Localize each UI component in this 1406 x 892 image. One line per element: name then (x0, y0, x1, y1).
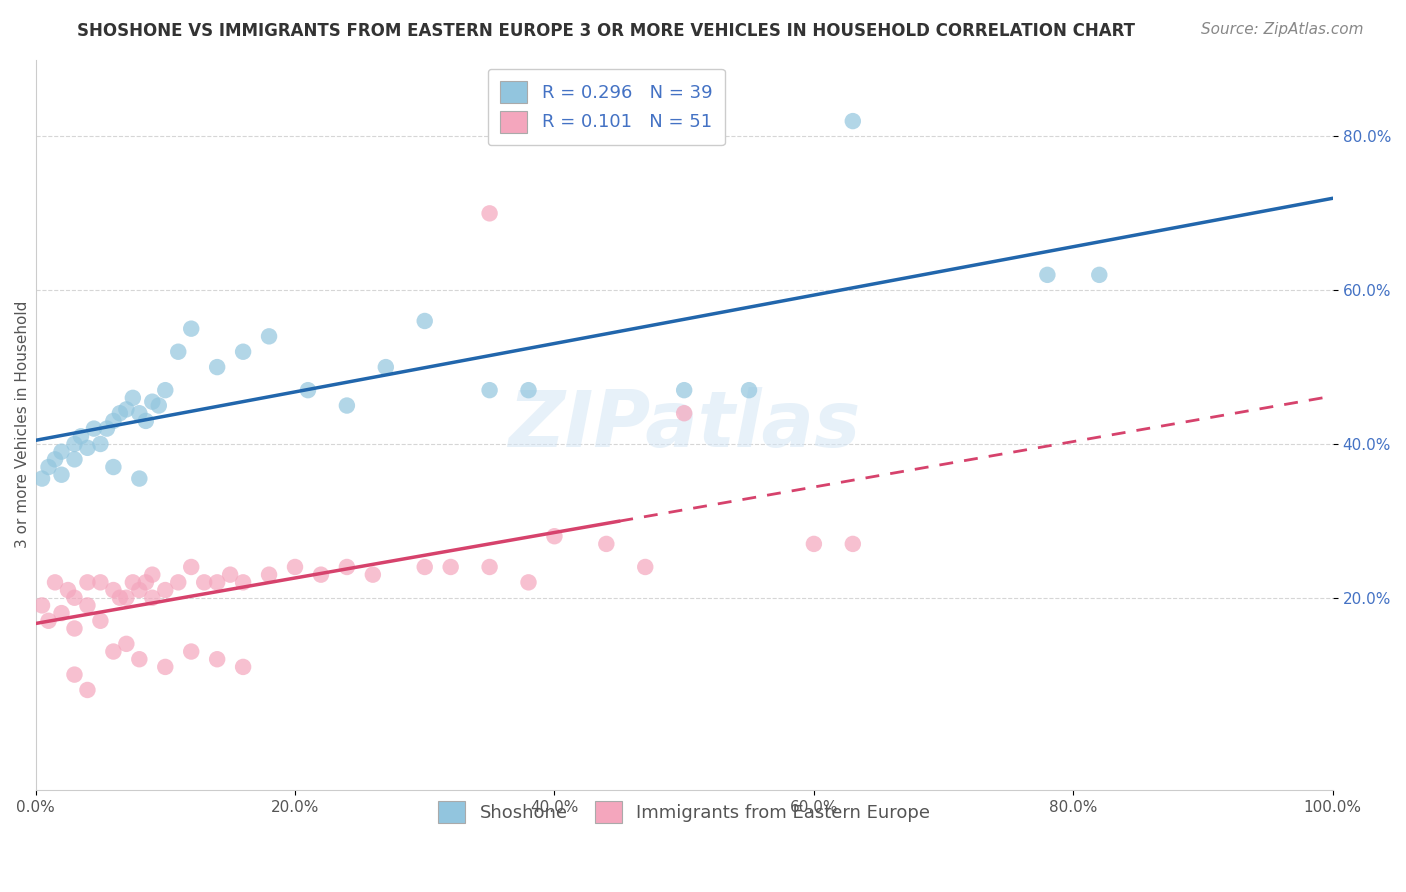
Point (76, 575, 98, 590)
Point (361, 567, 384, 582)
Point (257, 329, 280, 343)
Point (478, 206, 501, 220)
Legend: Shoshone, Immigrants from Eastern Europe: Shoshone, Immigrants from Eastern Europe (426, 789, 943, 836)
Point (135, 575, 157, 590)
Point (595, 537, 617, 551)
Point (673, 406, 696, 420)
Point (155, 383, 177, 397)
Point (517, 383, 540, 397)
Point (148, 399, 170, 413)
Point (128, 472, 150, 486)
Point (108, 406, 131, 420)
Point (135, 414, 157, 428)
Point (44, 452, 66, 467)
Text: SHOSHONE VS IMMIGRANTS FROM EASTERN EUROPE 3 OR MORE VEHICLES IN HOUSEHOLD CORRE: SHOSHONE VS IMMIGRANTS FROM EASTERN EURO… (77, 22, 1135, 40)
Y-axis label: 3 or more Vehicles in Household: 3 or more Vehicles in Household (15, 301, 30, 549)
Point (180, 644, 202, 658)
Point (128, 582, 150, 597)
Point (89, 437, 111, 451)
Point (51, 444, 73, 458)
Point (634, 560, 657, 574)
Point (336, 560, 359, 574)
Point (180, 560, 202, 574)
Point (76, 683, 98, 698)
Point (83, 421, 105, 435)
Point (205, 575, 228, 590)
Point (56, 582, 79, 597)
Point (63, 622, 86, 636)
Point (31, 599, 53, 613)
Point (63, 437, 86, 451)
Point (115, 637, 138, 651)
Point (103, 414, 125, 428)
Point (44, 575, 66, 590)
Point (155, 582, 177, 597)
Point (121, 391, 143, 405)
Point (803, 537, 825, 551)
Point (193, 575, 215, 590)
Point (115, 591, 138, 605)
Point (76, 599, 98, 613)
Point (96, 421, 118, 435)
Point (478, 560, 501, 574)
Point (219, 567, 242, 582)
Point (205, 652, 228, 666)
Point (141, 394, 163, 409)
Point (115, 402, 138, 417)
Text: Source: ZipAtlas.com: Source: ZipAtlas.com (1201, 22, 1364, 37)
Point (336, 399, 359, 413)
Text: ZIPatlas: ZIPatlas (508, 387, 860, 463)
Point (103, 582, 125, 597)
Point (205, 360, 228, 375)
Point (38, 460, 60, 475)
Point (128, 406, 150, 420)
Point (108, 591, 131, 605)
Point (70, 429, 93, 443)
Point (89, 614, 111, 628)
Point (413, 560, 436, 574)
Point (309, 567, 332, 582)
Point (103, 644, 125, 658)
Point (543, 529, 565, 543)
Point (76, 441, 98, 455)
Point (121, 575, 143, 590)
Point (141, 591, 163, 605)
Point (517, 575, 540, 590)
Point (738, 383, 761, 397)
Point (232, 575, 254, 590)
Point (257, 567, 280, 582)
Point (155, 660, 177, 674)
Point (413, 314, 436, 328)
Point (51, 467, 73, 482)
Point (167, 344, 190, 359)
Point (63, 591, 86, 605)
Point (63, 667, 86, 681)
Point (89, 575, 111, 590)
Point (284, 560, 307, 574)
Point (128, 652, 150, 666)
Point (38, 614, 60, 628)
Point (297, 383, 319, 397)
Point (232, 660, 254, 674)
Point (440, 560, 463, 574)
Point (1088, 268, 1111, 282)
Point (1036, 268, 1059, 282)
Point (374, 360, 396, 375)
Point (63, 452, 86, 467)
Point (842, 114, 865, 128)
Point (51, 606, 73, 620)
Point (141, 567, 163, 582)
Point (478, 383, 501, 397)
Point (232, 344, 254, 359)
Point (842, 537, 865, 551)
Point (180, 321, 202, 335)
Point (103, 460, 125, 475)
Point (31, 472, 53, 486)
Point (167, 575, 190, 590)
Point (673, 383, 696, 397)
